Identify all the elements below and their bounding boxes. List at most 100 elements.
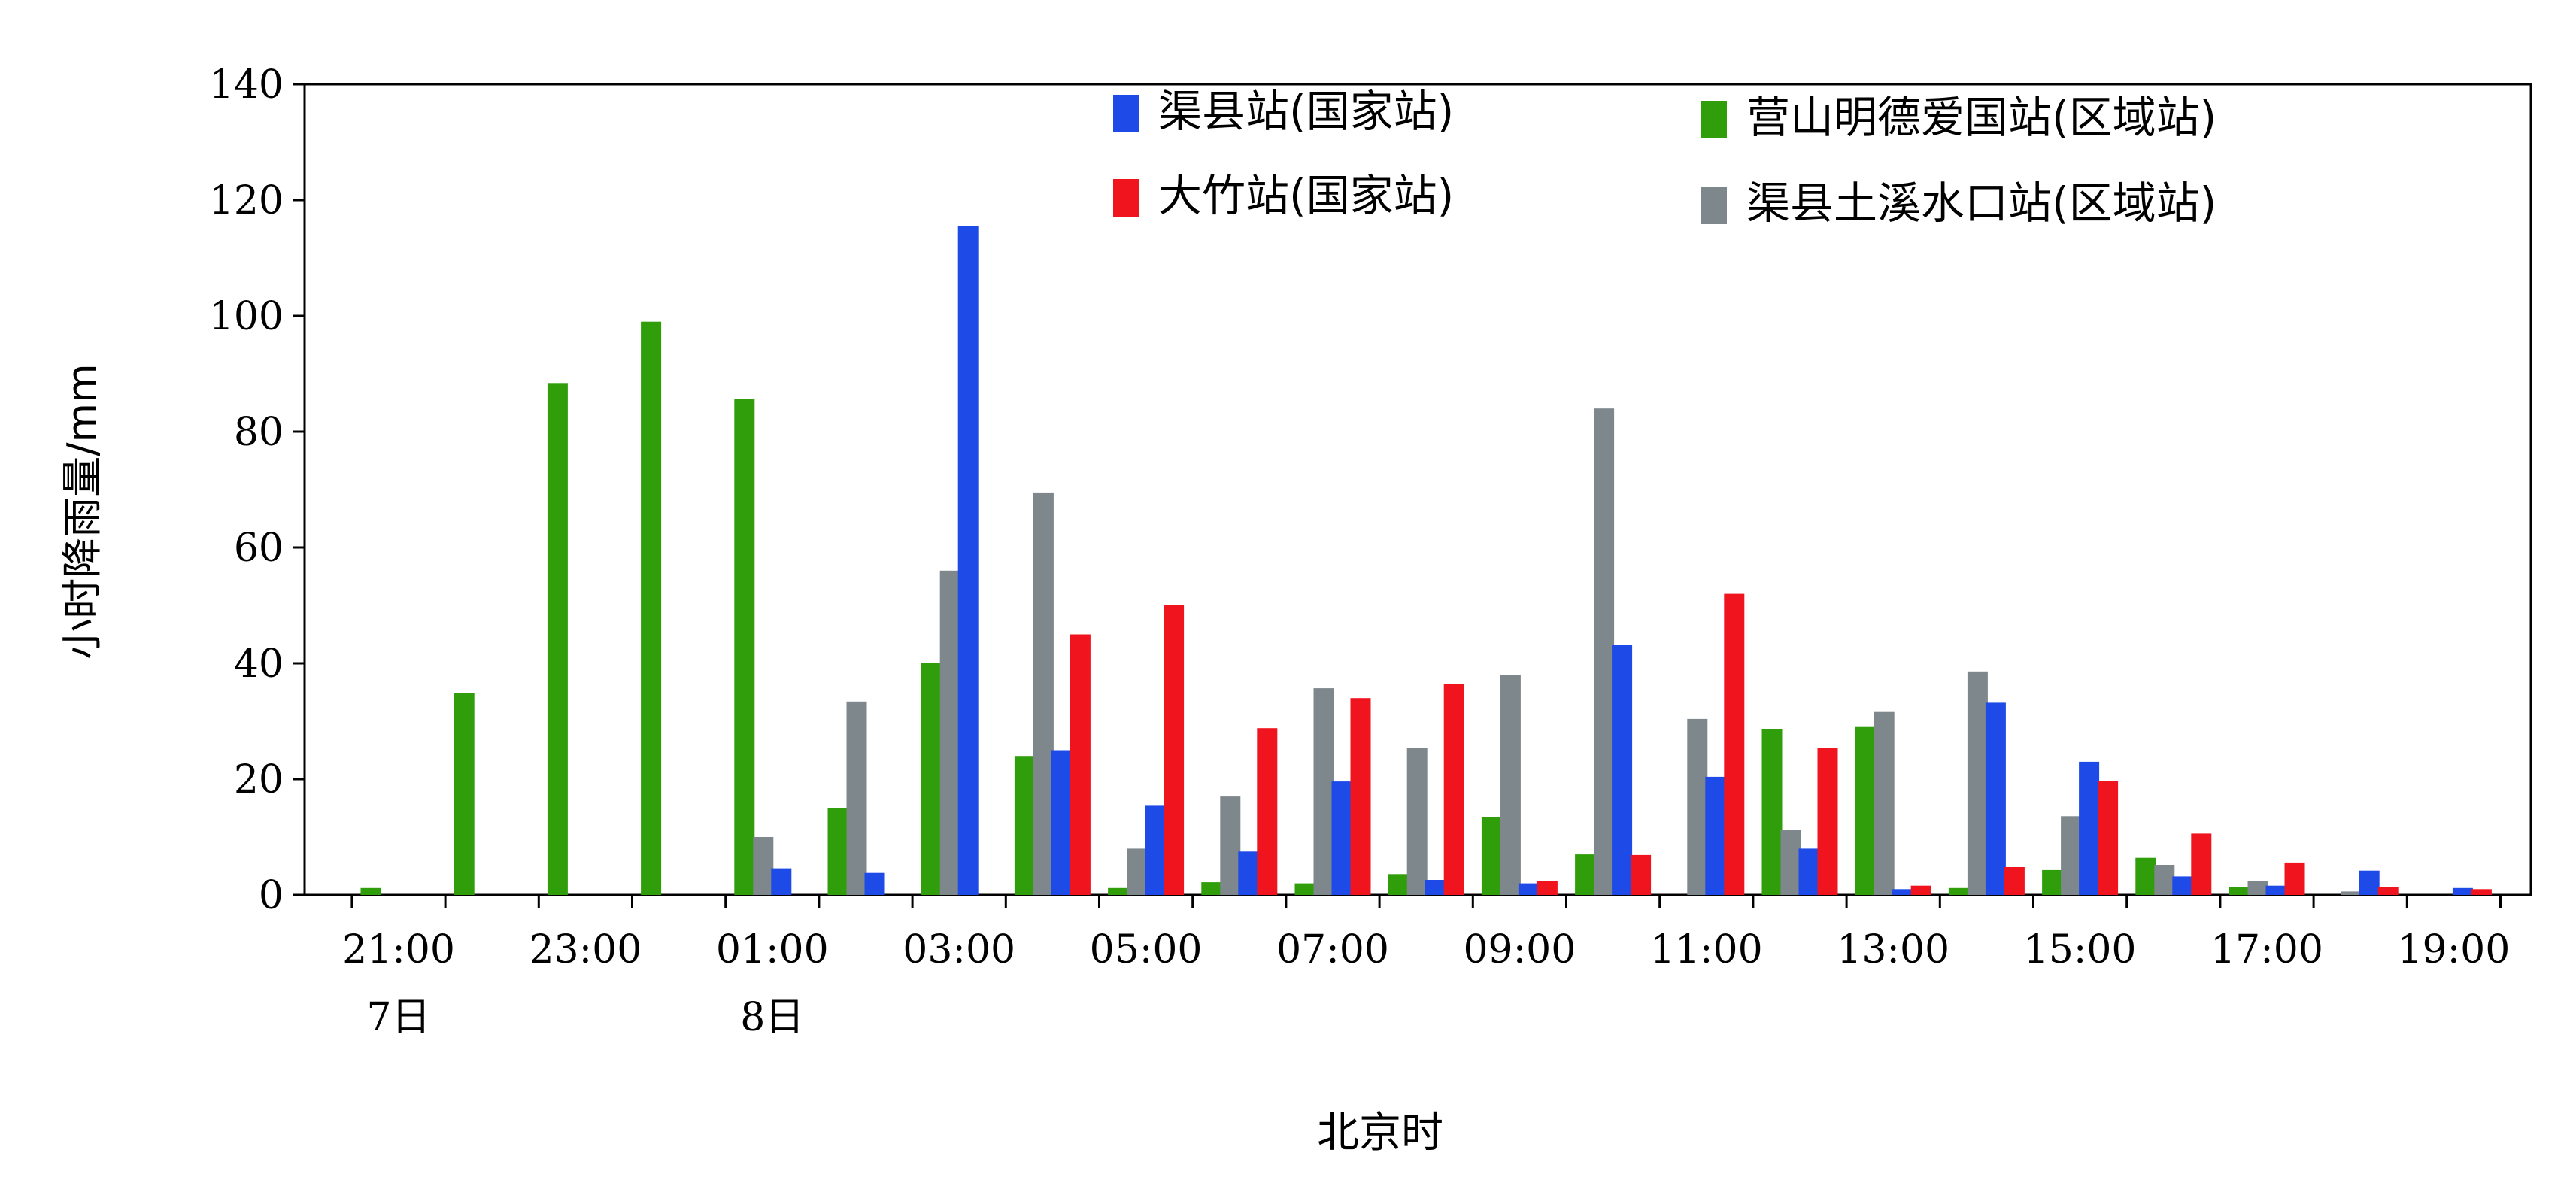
bar-blue-0900 <box>1518 883 1539 895</box>
x-tick-label: 05:00 <box>1090 927 1203 972</box>
bar-green-2200 <box>454 693 475 895</box>
bar-red-1600 <box>2191 833 2212 895</box>
bar-blue-1200 <box>1798 848 1819 895</box>
bar-red-0600 <box>1257 728 1278 895</box>
legend-label: 营山明德爱国站(区域站) <box>1746 92 2216 143</box>
bars-group <box>360 226 2492 896</box>
bar-red-0700 <box>1350 698 1371 895</box>
bar-gray-0700 <box>1313 688 1334 895</box>
bar-gray-0400 <box>1033 492 1054 895</box>
bar-red-0400 <box>1070 634 1091 895</box>
legend-swatch <box>1113 179 1139 217</box>
y-tick-label: 40 <box>234 641 284 687</box>
axes-group: 0 20 40 60 80 100 120 140 21:00 23:00 01:00 03:00 05… <box>209 62 2511 1040</box>
legend-item: 渠县土溪水口站(区域站) <box>1701 177 2216 229</box>
legend-item: 营山明德爱国站(区域站) <box>1701 92 2216 143</box>
bar-red-1100 <box>1724 593 1745 895</box>
x-tick-label: 21:00 <box>342 927 455 972</box>
bar-gray-1600 <box>2154 865 2175 895</box>
bar-blue-0300 <box>957 226 979 895</box>
x-tick-label: 23:00 <box>529 927 642 972</box>
bar-green-1200 <box>1761 729 1783 895</box>
legend-item: 大竹站(国家站) <box>1113 170 1454 221</box>
bar-blue-1900 <box>2452 887 2473 895</box>
bar-gray-1800 <box>2341 891 2362 895</box>
y-tick-label: 0 <box>259 873 284 918</box>
bar-green-0100 <box>734 399 755 895</box>
bar-green-0300 <box>921 663 942 895</box>
legend-label: 渠县站(国家站) <box>1158 86 1454 137</box>
bar-blue-1300 <box>1892 889 1913 895</box>
bar-gray-0300 <box>939 570 960 895</box>
bar-gray-1100 <box>1687 718 1708 895</box>
bar-blue-0100 <box>771 868 792 895</box>
bar-red-1500 <box>2098 781 2119 895</box>
bar-green-1600 <box>2135 857 2156 895</box>
bar-blue-1500 <box>2079 761 2100 895</box>
y-tick-label: 140 <box>209 62 284 108</box>
date-label: 8日 <box>740 995 804 1040</box>
bar-green-0400 <box>1014 756 1035 895</box>
x-tick-label: 11:00 <box>1650 927 1763 972</box>
bar-green-0900 <box>1481 817 1502 895</box>
x-tick-label: 19:00 <box>2397 927 2510 972</box>
bar-gray-0600 <box>1220 796 1241 895</box>
bar-gray-0900 <box>1500 675 1521 895</box>
bar-gray-1400 <box>1967 671 1988 895</box>
bar-red-1900 <box>2471 889 2492 895</box>
x-axis-label: 北京时 <box>1317 1109 1443 1157</box>
bar-red-0500 <box>1164 605 1185 895</box>
bar-green-1700 <box>2229 887 2250 895</box>
bar-blue-0500 <box>1145 805 1166 895</box>
bar-gray-0200 <box>846 701 867 895</box>
legend: 渠县站(国家站) 营山明德爱国站(区域站) 大竹站(国家站) 渠县土溪水口站(区域站) <box>1113 86 2216 229</box>
bar-gray-0100 <box>753 837 774 895</box>
bar-blue-0700 <box>1331 781 1352 895</box>
x-tick-label: 09:00 <box>1463 927 1576 972</box>
y-tick-label: 100 <box>209 294 284 339</box>
bar-gray-1700 <box>2247 881 2268 895</box>
x-tick-label: 15:00 <box>2024 927 2137 972</box>
legend-swatch <box>1701 187 1727 224</box>
bar-blue-0400 <box>1051 750 1072 895</box>
bar-red-1700 <box>2284 862 2305 895</box>
bar-red-1800 <box>2377 887 2399 895</box>
bar-red-1000 <box>1631 854 1652 895</box>
bar-green-1400 <box>1948 887 1969 895</box>
bar-red-1200 <box>1817 748 1838 895</box>
bar-gray-1300 <box>1874 711 1895 895</box>
y-tick-label: 20 <box>234 757 284 802</box>
bar-green-0700 <box>1294 883 1315 895</box>
legend-label: 渠县土溪水口站(区域站) <box>1746 177 2216 229</box>
x-tick-label: 17:00 <box>2210 927 2323 972</box>
date-label: 7日 <box>366 995 430 1040</box>
bar-red-1300 <box>1910 885 1931 895</box>
bar-gray-1000 <box>1594 408 1615 895</box>
bar-green-1300 <box>1855 726 1876 895</box>
x-tick-label: 13:00 <box>1837 927 1949 972</box>
bar-green-1500 <box>2042 869 2063 895</box>
bar-green-2100 <box>360 887 381 895</box>
bar-red-1400 <box>2004 867 2025 895</box>
bar-blue-1700 <box>2265 885 2286 895</box>
bar-green-0000 <box>641 321 662 895</box>
y-tick-label: 80 <box>234 410 284 455</box>
x-tick-label: 03:00 <box>903 927 1015 972</box>
bar-gray-1500 <box>2061 816 2082 895</box>
bar-green-1000 <box>1575 854 1596 895</box>
legend-label: 大竹站(国家站) <box>1158 170 1454 221</box>
bar-green-0200 <box>827 808 848 895</box>
bar-blue-0200 <box>864 872 885 895</box>
bar-red-0800 <box>1443 684 1464 895</box>
legend-swatch <box>1113 95 1139 132</box>
legend-item: 渠县站(国家站) <box>1113 86 1454 137</box>
bar-blue-0800 <box>1425 880 1446 895</box>
y-tick-label: 60 <box>234 526 284 571</box>
bar-green-0500 <box>1108 887 1129 895</box>
bar-gray-1200 <box>1780 830 1801 895</box>
bar-blue-1600 <box>2172 876 2193 895</box>
bar-blue-1400 <box>1985 702 2006 895</box>
bar-green-0800 <box>1388 874 1409 895</box>
bar-gray-0800 <box>1406 748 1428 895</box>
